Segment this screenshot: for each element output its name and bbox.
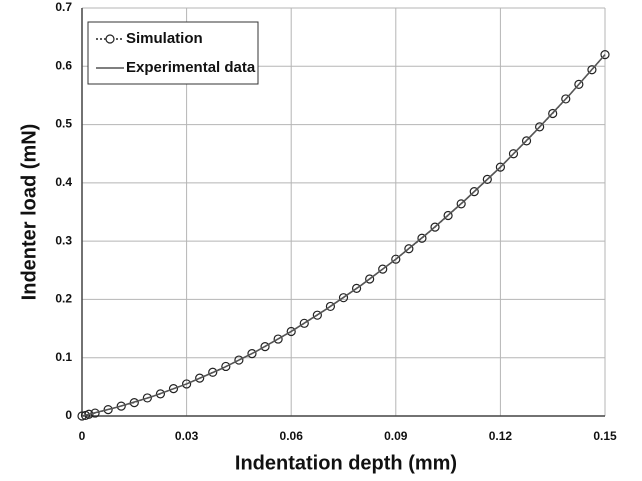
data-point — [535, 122, 545, 132]
x-tick-label: 0.09 — [384, 429, 408, 443]
data-point — [260, 342, 270, 352]
x-axis-label: Indentation depth (mm) — [235, 452, 457, 474]
y-tick-label: 0.7 — [55, 0, 72, 14]
y-tick-label: 0.5 — [55, 117, 72, 131]
data-point — [325, 301, 336, 312]
legend-marker — [105, 34, 115, 44]
data-point — [221, 361, 231, 372]
x-tick-label: 0.15 — [593, 429, 617, 443]
data-point — [116, 401, 126, 411]
data-point — [404, 244, 414, 254]
y-tick-label: 0.6 — [55, 58, 72, 72]
data-point — [365, 274, 375, 284]
y-tick-label: 0 — [65, 408, 72, 422]
x-tick-label: 0 — [79, 429, 86, 443]
legend-box — [87, 21, 259, 85]
data-point — [548, 108, 558, 119]
data-point — [299, 318, 309, 328]
series-line — [81, 54, 606, 417]
y-tick-label: 0.4 — [55, 175, 72, 189]
data-point — [587, 65, 597, 75]
data-point — [456, 199, 466, 209]
data-point — [142, 393, 152, 403]
y-axis-label: Indenter load (mN) — [18, 124, 40, 301]
data-point — [495, 162, 505, 172]
data-point — [482, 174, 492, 184]
data-point — [195, 373, 205, 383]
x-tick-label: 0.12 — [489, 429, 513, 443]
data-point — [469, 187, 479, 197]
y-tick-label: 0.2 — [55, 292, 72, 306]
legend-label: Experimental data — [126, 59, 256, 76]
data-point — [155, 389, 166, 399]
data-point — [338, 293, 349, 303]
data-point — [312, 310, 322, 320]
data-point — [521, 136, 532, 146]
data-point — [234, 355, 244, 365]
data-point — [182, 379, 192, 389]
data-point — [508, 149, 519, 159]
legend-label: Simulation — [126, 30, 203, 47]
data-point — [84, 409, 94, 419]
data-point — [273, 334, 283, 344]
data-point — [574, 79, 584, 89]
data-point — [103, 404, 113, 415]
data-point — [417, 233, 427, 243]
data-point — [600, 50, 610, 60]
y-tick-label: 0.1 — [55, 350, 72, 364]
data-point — [208, 367, 218, 377]
data-point — [168, 384, 179, 394]
data-point — [430, 222, 440, 232]
data-point — [351, 283, 362, 293]
series-line — [81, 54, 606, 417]
x-tick-label: 0.06 — [280, 429, 304, 443]
x-tick-label: 0.03 — [175, 429, 199, 443]
data-point — [77, 411, 87, 421]
data-point — [247, 349, 257, 359]
data-point — [378, 264, 388, 274]
data-point — [443, 210, 453, 221]
data-point — [391, 254, 401, 264]
data-point — [286, 326, 296, 337]
data-point — [561, 94, 571, 104]
y-tick-label: 0.3 — [55, 233, 72, 247]
